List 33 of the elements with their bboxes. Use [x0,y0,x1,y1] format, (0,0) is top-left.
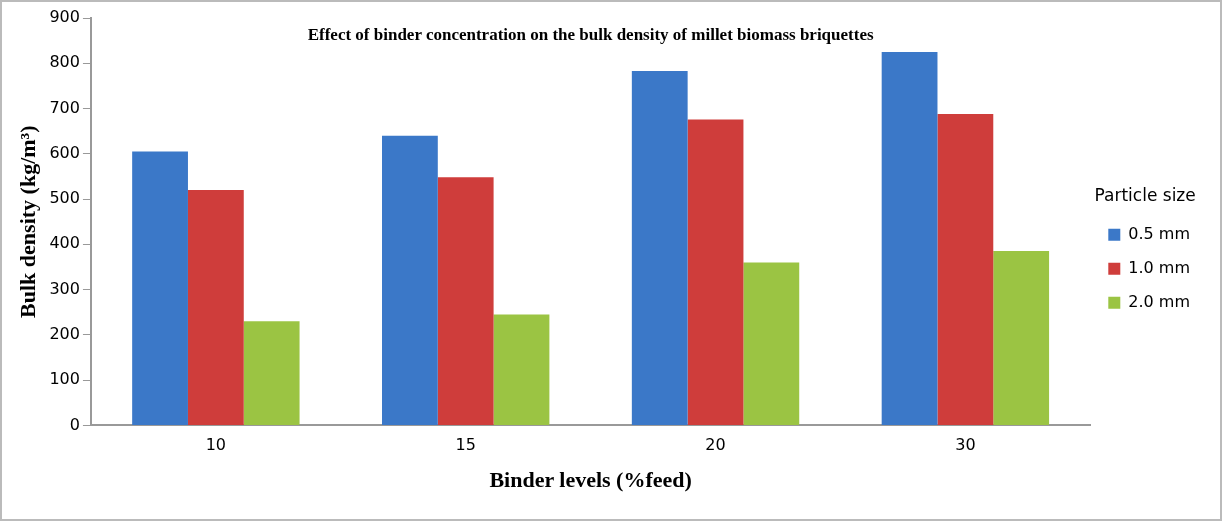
bar [493,314,550,425]
y-tick-label: 300 [49,278,80,298]
bar [743,262,800,425]
bar [243,321,300,425]
bar [132,151,188,425]
x-tick-label: 15 [455,435,476,455]
y-tick-label: 600 [49,142,80,162]
y-tick-label: 800 [49,52,80,72]
bar [993,251,1050,425]
y-tick-label: 400 [49,233,80,253]
x-axis-title: Binder levels (%feed) [489,467,692,493]
y-tick-label: 900 [49,7,80,27]
bar [687,119,744,425]
x-tick-label: 10 [205,435,227,455]
legend-label: 1.0 mm [1128,257,1190,277]
legend-label: 2.0 mm [1128,291,1190,311]
bar [631,70,688,425]
y-axis-title: Bulk density (kg/m³) [14,125,40,318]
legend-title: Particle size [1094,185,1196,206]
y-tick-label: 500 [49,188,80,208]
y-tick-label: 700 [49,97,80,117]
bar [937,113,994,425]
x-tick-label: 30 [955,435,976,455]
x-tick-label: 20 [705,435,726,455]
y-tick-label: 0 [69,414,80,434]
y-tick-label: 200 [49,324,80,344]
bar [437,177,494,425]
legend-label: 0.5 mm [1128,223,1190,243]
bar [881,51,938,425]
y-tick-label: 100 [49,369,80,389]
bar [187,190,244,425]
chart-title: Effect of binder concentration on the bulk density of millet biomass briquettes [307,25,874,45]
bar [382,135,438,425]
